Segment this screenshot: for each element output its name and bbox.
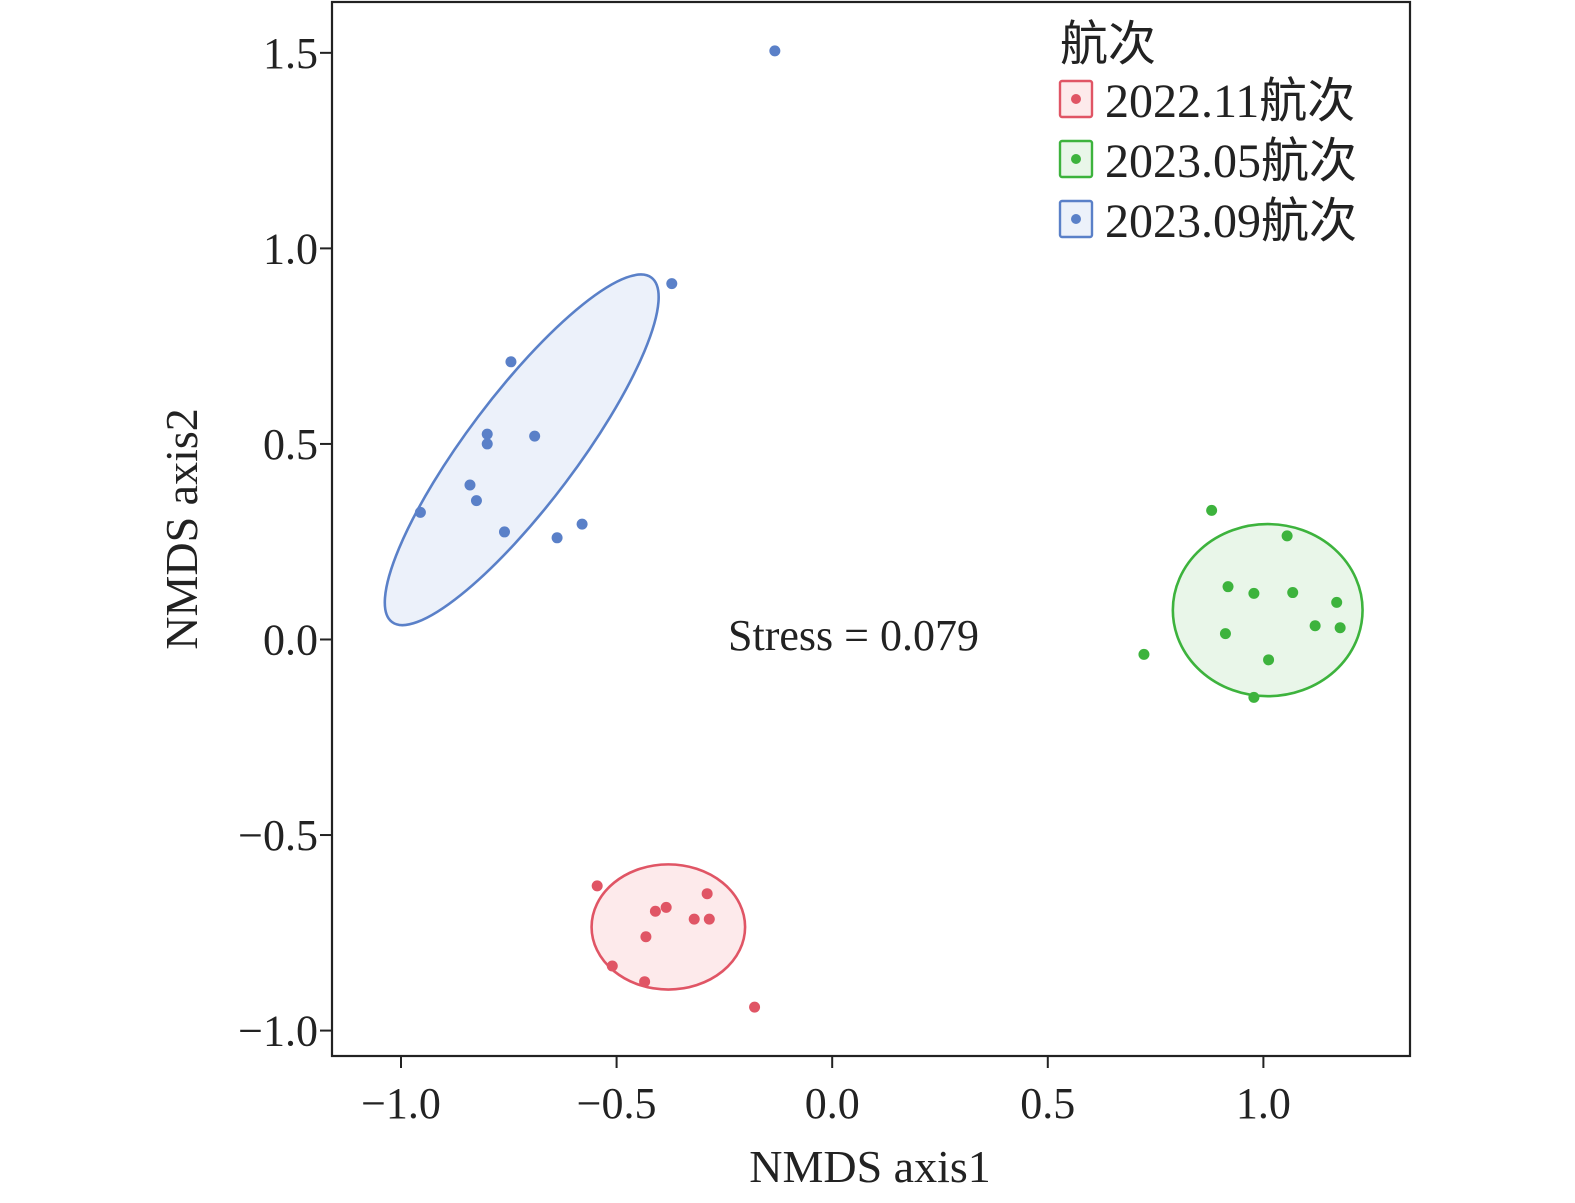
- data-point-series-1: [701, 888, 713, 900]
- data-point-series-2: [1219, 628, 1231, 640]
- x-tick-label: 1.0: [1236, 1079, 1291, 1128]
- y-axis-title: NMDS axis2: [156, 408, 207, 650]
- x-tick-label: 0.0: [805, 1079, 860, 1128]
- data-point-series-3: [481, 438, 493, 450]
- legend-label-series-1: 2022.11航次: [1105, 75, 1355, 128]
- y-axis-ticks: −1.0 −0.5 0.0 0.5 1.0 1.5: [238, 29, 332, 1056]
- legend-label-series-3: 2023.09航次: [1105, 195, 1357, 248]
- y-tick-label: 0.5: [263, 420, 318, 469]
- data-point-series-1: [640, 931, 652, 943]
- data-point-series-3: [769, 45, 781, 57]
- data-point-series-2: [1222, 581, 1234, 593]
- data-point-series-3: [505, 356, 517, 368]
- x-tick-label: 0.5: [1020, 1079, 1075, 1128]
- data-point-series-3: [470, 495, 482, 507]
- data-point-series-1: [703, 913, 715, 925]
- x-axis-title: NMDS axis1: [749, 1141, 991, 1192]
- data-points: [414, 45, 1346, 1013]
- data-point-series-3: [498, 526, 510, 538]
- data-point-series-3: [481, 428, 493, 440]
- confidence-ellipse-series-2: [1171, 522, 1364, 698]
- data-point-series-2: [1206, 504, 1218, 516]
- data-point-series-3: [464, 479, 476, 491]
- data-point-series-1: [591, 880, 603, 892]
- legend-marker-series-2: [1071, 154, 1081, 164]
- data-point-series-2: [1331, 596, 1343, 608]
- legend-marker-series-3: [1071, 214, 1081, 224]
- x-tick-label: −1.0: [361, 1079, 441, 1128]
- data-point-series-2: [1281, 530, 1293, 542]
- legend-items: 2022.11航次 2023.05航次 2023.09航次: [1058, 75, 1357, 248]
- data-point-series-3: [576, 518, 588, 530]
- stress-annotation: Stress = 0.079: [728, 611, 979, 660]
- data-point-series-1: [606, 960, 618, 972]
- y-tick-label: −0.5: [238, 811, 318, 860]
- y-tick-label: 1.5: [263, 29, 318, 78]
- data-point-series-2: [1287, 587, 1299, 599]
- y-tick-label: 1.0: [263, 224, 318, 273]
- legend: 航次 2022.11航次 2023.05航次 2023.09航次: [1058, 18, 1357, 248]
- data-point-series-1: [649, 905, 661, 917]
- data-point-series-3: [414, 506, 426, 518]
- x-axis-ticks: −1.0 −0.5 0.0 0.5 1.0: [361, 1056, 1291, 1128]
- data-point-series-3: [551, 532, 563, 544]
- data-point-series-1: [660, 901, 672, 913]
- data-point-series-3: [666, 278, 678, 290]
- legend-title: 航次: [1060, 18, 1156, 71]
- confidence-ellipse-series-3: [383, 273, 660, 627]
- data-point-series-3: [529, 430, 541, 442]
- data-point-series-2: [1138, 648, 1150, 660]
- data-point-series-2: [1263, 654, 1275, 666]
- data-point-series-1: [639, 976, 651, 988]
- y-tick-label: −1.0: [238, 1007, 318, 1056]
- data-point-series-2: [1248, 691, 1260, 703]
- plot-frame: [330, 0, 1412, 1058]
- confidence-ellipses: [383, 273, 1364, 991]
- data-point-series-1: [688, 913, 700, 925]
- data-point-series-2: [1334, 622, 1346, 634]
- x-tick-label: −0.5: [577, 1079, 657, 1128]
- data-point-series-2: [1248, 587, 1260, 599]
- legend-label-series-2: 2023.05航次: [1105, 135, 1357, 188]
- legend-marker-series-1: [1071, 94, 1081, 104]
- data-point-series-1: [749, 1001, 761, 1013]
- y-tick-label: 0.0: [263, 615, 318, 664]
- data-point-series-2: [1309, 620, 1321, 632]
